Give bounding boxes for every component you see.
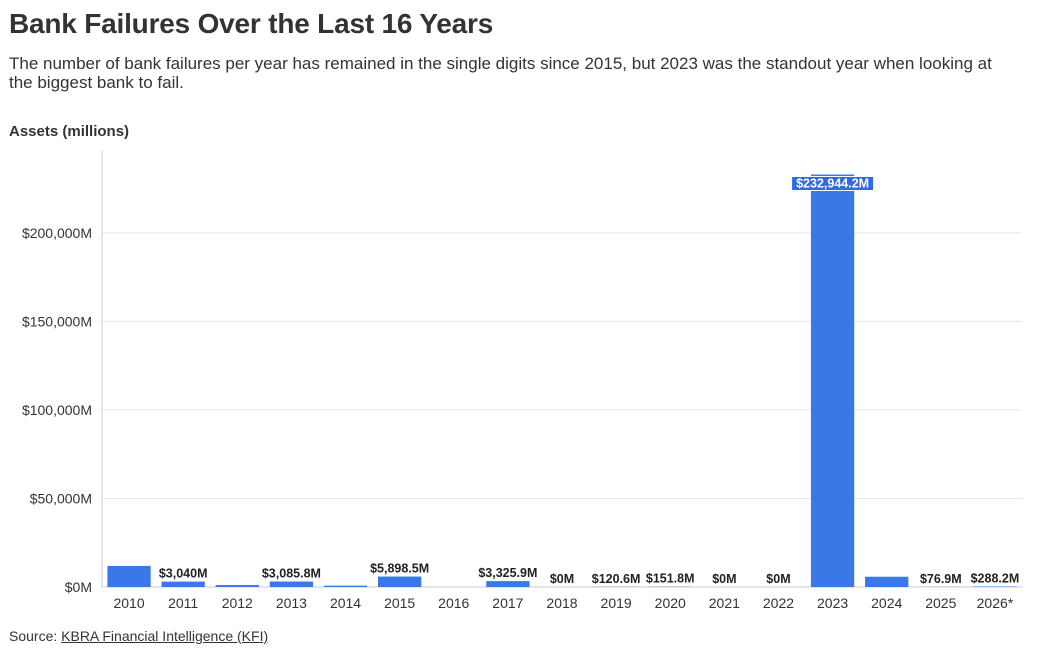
- x-tick-label: 2024: [871, 595, 902, 611]
- x-tick-label: 2020: [655, 595, 686, 611]
- x-tick-label: 2022: [763, 595, 794, 611]
- y-tick-label: $200,000M: [22, 225, 92, 241]
- x-tick-label: 2010: [113, 595, 144, 611]
- data-label-2023: $232,944.2M: [796, 176, 869, 190]
- data-label-2013: $3,085.8M: [262, 567, 321, 581]
- x-tick-label: 2013: [276, 595, 307, 611]
- y-tick-label: $100,000M: [22, 402, 92, 418]
- data-labels: $3,040M $3,085.8M $5,898.5M $3,325.9M $0M $12…: [159, 175, 1020, 586]
- x-axis-ticks: 2010 2011 2012 2013 2014 2015 2016 2017 2018 2019…: [113, 595, 1013, 611]
- x-tick-label: 2017: [492, 595, 523, 611]
- data-label-2018: $0M: [550, 572, 574, 586]
- data-label-2022: $0M: [766, 572, 790, 586]
- y-tick-label: $150,000M: [22, 313, 92, 329]
- bar-chart: $0M $50,000M $100,000M $150,000M $200,000M $…: [22, 150, 1022, 611]
- x-tick-label: 2018: [546, 595, 577, 611]
- bar-2023: [810, 174, 855, 588]
- x-tick-label: 2016: [438, 595, 469, 611]
- x-tick-label: 2012: [222, 595, 253, 611]
- data-label-2020: $151.8M: [646, 572, 695, 586]
- x-tick-label: 2026*: [977, 595, 1014, 611]
- data-label-highlight: [791, 175, 875, 191]
- data-label-2026: $288.2M: [971, 571, 1020, 585]
- x-tick-label: 2025: [925, 595, 956, 611]
- x-tick-label: 2023: [817, 595, 848, 611]
- x-tick-label: 2014: [330, 595, 361, 611]
- bar-2012: [215, 585, 259, 587]
- gridlines: [101, 150, 1022, 588]
- bar-2014: [323, 585, 368, 587]
- source-note: Source: KBRA Financial Intelligence (KFI…: [9, 628, 268, 644]
- bar-2015: [378, 576, 422, 587]
- chart-title: Bank Failures Over the Last 16 Years: [9, 8, 494, 39]
- y-tick-label: $50,000M: [30, 490, 92, 506]
- x-tick-label: 2019: [601, 595, 632, 611]
- data-label-2017: $3,325.9M: [478, 566, 537, 580]
- data-label-2015: $5,898.5M: [370, 562, 429, 576]
- source-link[interactable]: KBRA Financial Intelligence (KFI): [61, 628, 269, 644]
- data-label-2021: $0M: [712, 572, 736, 586]
- y-axis-ticks: $0M $50,000M $100,000M $150,000M $200,000M: [22, 225, 92, 595]
- x-tick-label: 2011: [168, 595, 198, 611]
- bar-2017: [486, 581, 530, 587]
- y-tick-label: $0M: [65, 579, 92, 595]
- bar-2024: [865, 576, 909, 587]
- x-tick-label: 2015: [384, 595, 415, 611]
- bar-2011: [161, 581, 205, 587]
- source-prefix: Source:: [9, 628, 62, 644]
- data-label-2019: $120.6M: [592, 572, 641, 586]
- data-label-2011: $3,040M: [159, 567, 208, 581]
- bar-2013: [269, 581, 314, 587]
- bar-2010: [107, 565, 151, 587]
- bar-2026: [973, 586, 1017, 587]
- chart-subtitle: The number of bank failures per year has…: [9, 54, 992, 92]
- bars: [107, 174, 1017, 588]
- x-tick-label: 2021: [709, 595, 740, 611]
- y-axis-label: Assets (millions): [9, 123, 130, 140]
- data-label-2025: $76.9M: [920, 572, 962, 586]
